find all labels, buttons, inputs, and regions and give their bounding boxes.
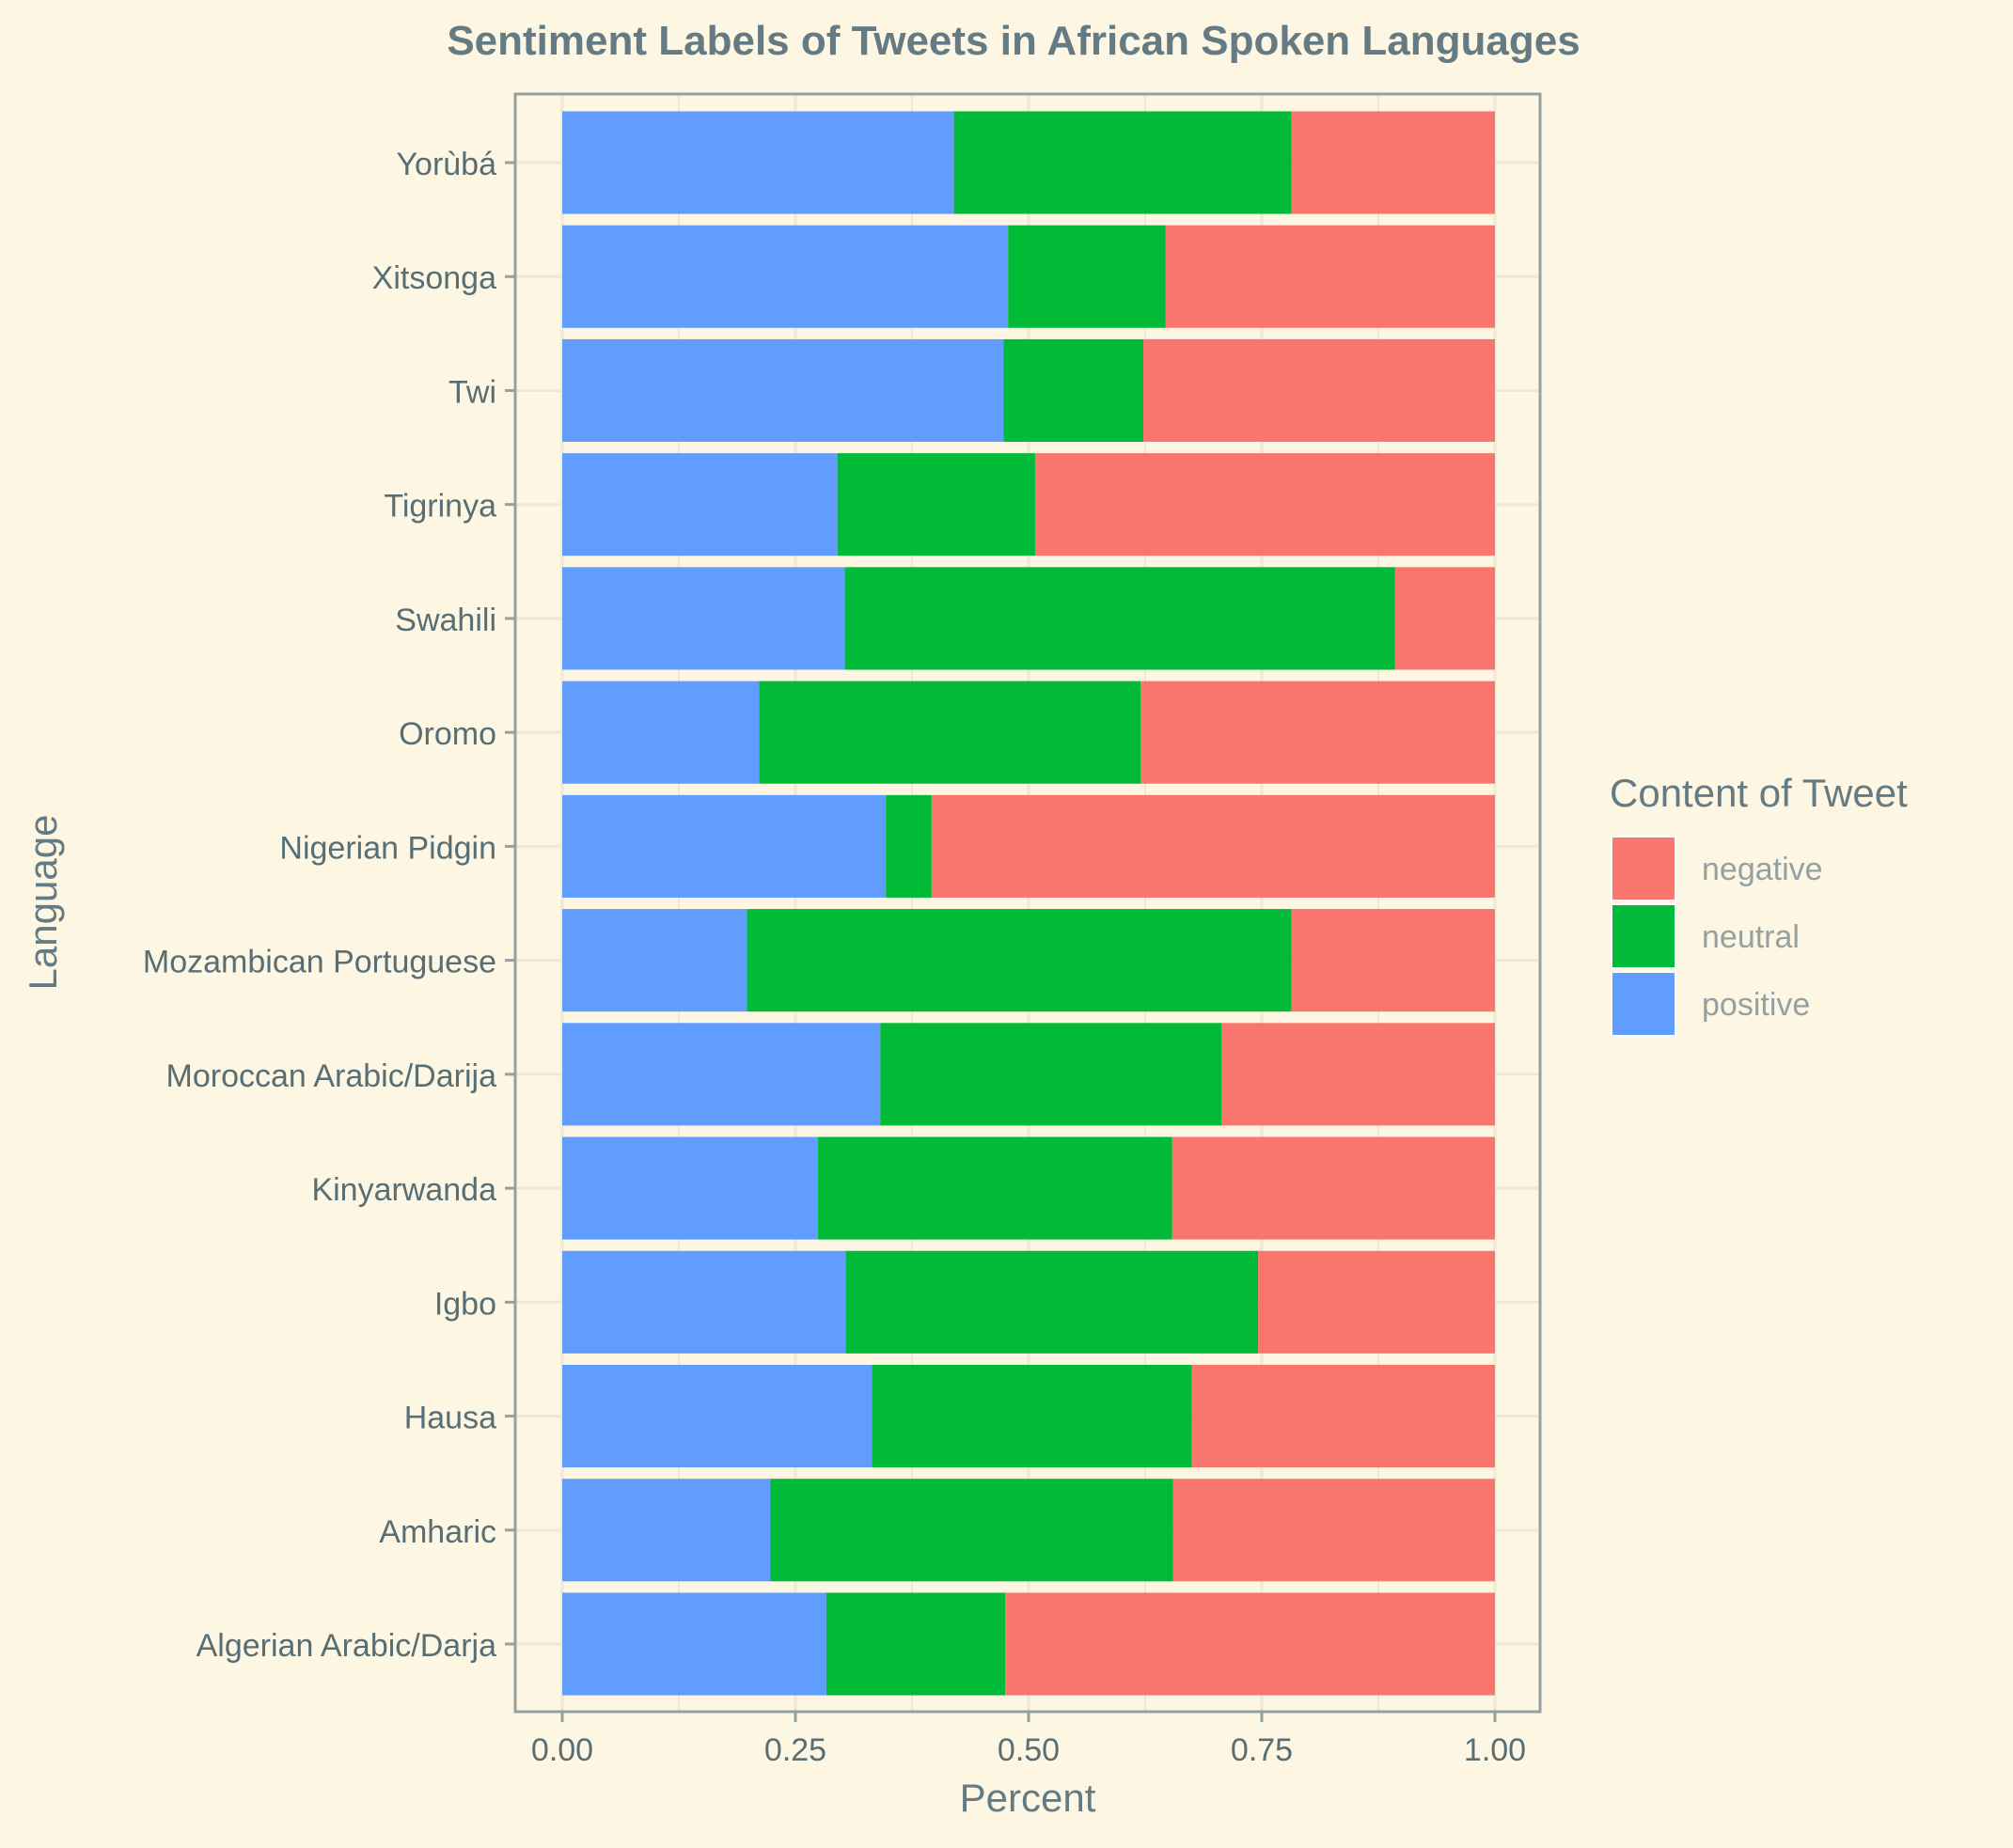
x-axis-title: Percent: [960, 1776, 1096, 1820]
bar-negative: [1394, 567, 1495, 670]
y-tick-label: Swahili: [395, 603, 496, 638]
bar-negative: [1143, 338, 1495, 443]
bars-layer: [562, 111, 1495, 1696]
y-tick-label: Xitsonga: [372, 260, 496, 296]
bar-positive: [562, 1023, 881, 1126]
bar-positive: [562, 338, 1004, 443]
bar-negative: [931, 794, 1495, 898]
y-tick-label: Oromo: [399, 716, 496, 752]
bar-negative: [1140, 681, 1495, 784]
x-tick-label: 1.00: [1464, 1732, 1526, 1768]
x-tick-label: 0.00: [531, 1732, 593, 1768]
bar-neutral: [845, 1250, 1259, 1354]
y-tick-label: Moroccan Arabic/Darija: [166, 1058, 497, 1094]
bar-neutral: [953, 111, 1292, 214]
legend-label-negative: negative: [1702, 852, 1823, 887]
bar-negative: [1172, 1136, 1495, 1240]
y-ticks: Yorùbá Xitsonga Twi Tigrinya Swahili Oromo Nig…: [143, 147, 515, 1664]
bar-positive: [562, 1479, 771, 1582]
y-tick-label: Tigrinya: [384, 489, 496, 525]
legend: Content of Tweet negative neutral positive: [1610, 771, 1908, 1037]
legend-key-neutral: [1611, 903, 1676, 969]
bar-positive: [562, 1592, 826, 1696]
chart-title: Sentiment Labels of Tweets in African Sp…: [447, 18, 1580, 64]
bar-neutral: [872, 1364, 1192, 1468]
bar-negative: [1165, 225, 1495, 328]
bar-neutral: [817, 1136, 1172, 1240]
y-axis-title: Language: [21, 815, 65, 991]
y-tick-label: Hausa: [404, 1401, 496, 1436]
bar-neutral: [826, 1592, 1006, 1696]
legend-label-positive: positive: [1702, 987, 1810, 1023]
bar-neutral: [1008, 225, 1166, 328]
y-tick-label: Nigerian Pidgin: [279, 830, 496, 866]
bar-negative: [1191, 1364, 1495, 1468]
bar-positive: [562, 567, 845, 670]
y-tick-label: Yorùbá: [396, 147, 496, 182]
bar-positive: [562, 681, 760, 784]
x-ticks: 0.00 0.25 0.50 0.75 1.00: [531, 1712, 1526, 1768]
legend-key-negative: [1611, 836, 1676, 901]
legend-label-neutral: neutral: [1702, 919, 1800, 955]
legend-key-positive: [1611, 971, 1676, 1037]
y-tick-label: Mozambican Portuguese: [143, 945, 496, 980]
bar-neutral: [747, 909, 1292, 1012]
y-tick-label: Algerian Arabic/Darja: [197, 1628, 496, 1664]
x-tick-label: 0.50: [998, 1732, 1060, 1768]
bar-positive: [562, 794, 887, 898]
bar-negative: [1258, 1250, 1495, 1354]
x-tick-label: 0.25: [764, 1732, 826, 1768]
bar-positive: [562, 453, 838, 556]
bar-negative: [1291, 111, 1495, 214]
bar-negative: [1221, 1023, 1495, 1126]
y-tick-label: Igbo: [434, 1286, 496, 1322]
bar-neutral: [844, 567, 1395, 670]
grid-layer: [515, 94, 1540, 1712]
bar-positive: [562, 1250, 846, 1354]
bar-neutral: [880, 1023, 1222, 1126]
y-tick-label: Kinyarwanda: [311, 1172, 496, 1208]
bar-neutral: [770, 1479, 1173, 1582]
bar-positive: [562, 909, 747, 1012]
bar-neutral: [886, 794, 932, 898]
bar-positive: [562, 1136, 818, 1240]
bar-neutral: [837, 453, 1035, 556]
bar-neutral: [759, 681, 1141, 784]
legend-entries: negative neutral positive: [1611, 836, 1823, 1037]
bar-negative: [1034, 453, 1495, 556]
bar-positive: [562, 1364, 873, 1468]
y-tick-label: Amharic: [379, 1514, 496, 1550]
bar-neutral: [1003, 338, 1144, 443]
y-tick-label: Twi: [448, 374, 496, 410]
bar-negative: [1005, 1592, 1495, 1696]
bar-positive: [562, 111, 954, 214]
bar-negative: [1172, 1479, 1495, 1582]
bar-negative: [1291, 909, 1495, 1012]
bar-positive: [562, 225, 1009, 328]
x-tick-label: 0.75: [1231, 1732, 1293, 1768]
legend-title: Content of Tweet: [1610, 771, 1908, 815]
